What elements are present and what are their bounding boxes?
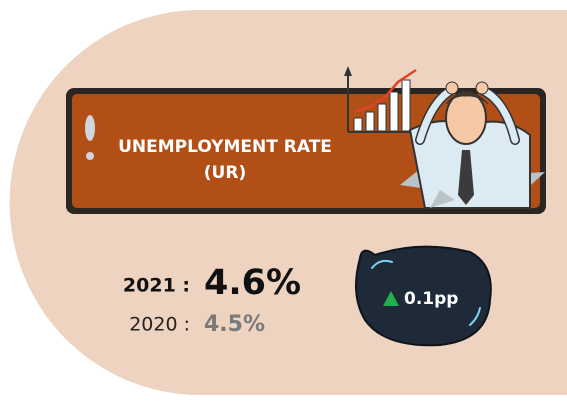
previous-label: 2020 :: [129, 314, 190, 336]
current-value: 4.6%: [204, 263, 301, 303]
banner-highlight: [85, 115, 95, 141]
banner-title: UNEMPLOYMENT RATE: [118, 137, 332, 157]
up-arrow: [383, 291, 399, 306]
banner-highlight-dot: [86, 152, 94, 160]
previous-value: 4.5%: [204, 312, 265, 337]
change-value: 0.1pp: [404, 289, 458, 309]
chart-icon: [344, 66, 417, 133]
current-label: 2021 :: [123, 275, 190, 297]
change-bubble: [355, 245, 492, 347]
banner-subtitle: (UR): [204, 163, 246, 183]
man-illustration: [400, 81, 545, 209]
